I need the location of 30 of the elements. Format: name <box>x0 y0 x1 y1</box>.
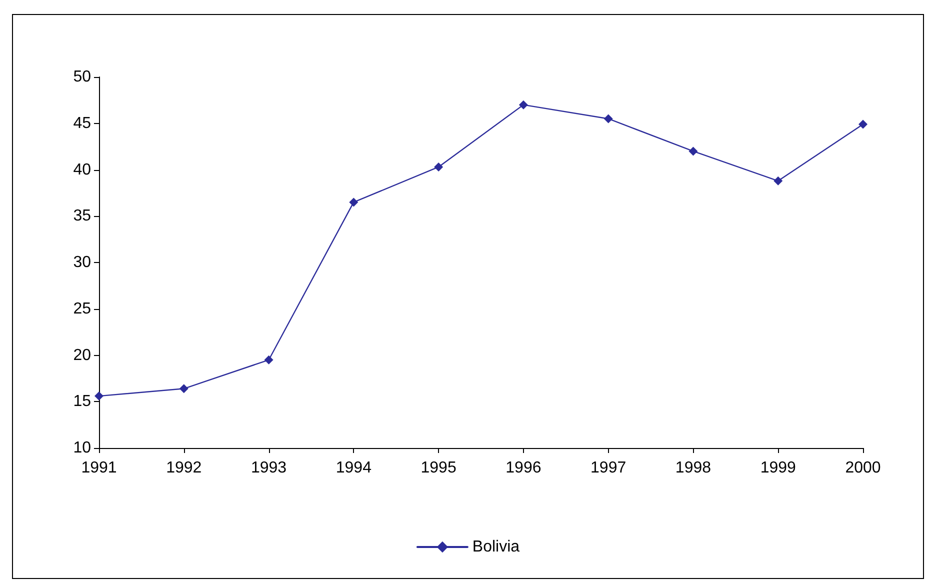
point <box>604 114 613 124</box>
x-tick-label: 1999 <box>760 460 796 476</box>
y-tick-label: 50 <box>73 68 92 86</box>
point <box>518 100 528 110</box>
point <box>434 162 444 172</box>
x-tick-label: 1994 <box>336 460 372 476</box>
point <box>94 392 104 401</box>
point <box>858 120 868 129</box>
point <box>688 146 698 156</box>
x-tick-label: 1992 <box>166 460 202 476</box>
y-tick-label: 30 <box>73 254 92 271</box>
x-tick-label: 1996 <box>506 460 542 476</box>
point <box>179 384 188 394</box>
y-tick-label: 20 <box>73 346 92 364</box>
y-tick-label: 15 <box>73 393 92 410</box>
y-tick-label: 45 <box>73 114 92 132</box>
point <box>774 176 783 186</box>
legend-label: Bolivia <box>472 538 520 556</box>
x-tick-label: 1997 <box>590 460 626 476</box>
x-tick-label: 2000 <box>845 460 881 476</box>
point <box>264 355 274 364</box>
x-tick-label: 1995 <box>420 460 456 476</box>
x-tick-label: 1991 <box>81 460 117 476</box>
y-tick-label: 10 <box>73 440 92 456</box>
y-tick-label: 40 <box>73 161 92 178</box>
y-tick-label: 25 <box>73 300 92 318</box>
x-tick-label: 1998 <box>675 460 712 476</box>
x-tick-label: 1993 <box>250 460 287 476</box>
point <box>349 198 358 207</box>
y-tick-label: 35 <box>73 208 92 225</box>
